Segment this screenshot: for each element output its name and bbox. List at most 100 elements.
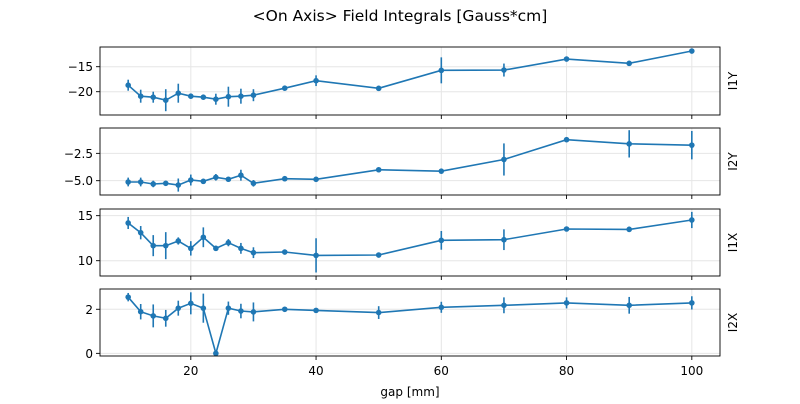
data-point — [213, 350, 219, 357]
data-point — [238, 93, 244, 99]
data-point — [213, 96, 219, 102]
data-point — [689, 217, 695, 223]
panel-ylabel: I2Y — [726, 152, 740, 171]
data-point — [501, 302, 507, 309]
series-line — [127, 219, 692, 257]
data-point — [375, 166, 382, 173]
data-point — [438, 67, 445, 74]
x-axis-label: gap [mm] — [380, 385, 439, 399]
data-point — [200, 94, 207, 100]
axes-frame — [99, 208, 721, 277]
data-point — [238, 245, 244, 252]
subplot-i1x: 15 10 I1X — [78, 208, 740, 280]
data-point — [125, 82, 131, 88]
data-point — [626, 226, 632, 233]
data-point — [162, 180, 169, 187]
data-point — [238, 308, 244, 314]
data-point — [375, 309, 382, 316]
data-point — [313, 77, 319, 84]
data-point — [137, 308, 144, 315]
y-tick-label: 10 — [78, 254, 93, 268]
data-point — [250, 309, 257, 315]
y-tick-label: −5.0 — [64, 174, 93, 188]
data-point — [313, 176, 319, 183]
data-point — [200, 234, 207, 241]
series-line — [127, 296, 692, 357]
data-point — [238, 172, 244, 179]
data-point — [563, 136, 570, 143]
x-tick-label: 20 — [183, 364, 198, 378]
y-tick-label: −15 — [68, 60, 93, 74]
data-point — [125, 294, 131, 300]
y-tick-label: −20 — [68, 85, 93, 99]
data-point — [626, 302, 632, 309]
data-point — [501, 236, 507, 243]
panel-ylabel: I2X — [726, 313, 740, 332]
data-point — [281, 249, 288, 255]
axes-frame — [99, 288, 721, 357]
x-tick-label: 40 — [308, 364, 323, 378]
data-point — [150, 181, 157, 187]
y-tick-label: −2.5 — [64, 147, 93, 161]
data-point — [689, 142, 695, 148]
data-point — [563, 226, 570, 232]
data-point — [689, 48, 695, 54]
data-point — [188, 245, 194, 252]
panel-ylabel: I1Y — [726, 71, 740, 90]
y-tick-label: 2 — [85, 303, 93, 317]
data-point — [225, 305, 232, 311]
data-point — [175, 305, 182, 311]
data-point — [188, 300, 194, 307]
data-point — [150, 313, 157, 319]
data-point — [626, 60, 632, 67]
data-point — [626, 141, 632, 147]
subplot-i2y: −2.5 −5.0 I2Y — [64, 127, 740, 199]
data-point — [150, 94, 157, 100]
data-point — [188, 177, 194, 183]
data-point — [225, 239, 232, 246]
data-point — [162, 97, 169, 103]
data-point — [213, 174, 219, 181]
data-point — [225, 93, 232, 100]
data-point — [225, 176, 232, 183]
x-tick-label: 100 — [680, 364, 703, 378]
data-point — [175, 90, 182, 96]
subplot-i1y: −15 −20 I1Y — [68, 46, 740, 119]
data-point — [250, 92, 257, 98]
data-point — [313, 252, 319, 259]
data-point — [281, 306, 288, 313]
data-point — [438, 237, 445, 244]
data-point — [137, 229, 144, 236]
x-tick-label: 80 — [559, 364, 574, 378]
data-point — [281, 175, 288, 182]
data-point — [250, 180, 257, 187]
data-point — [137, 179, 144, 185]
data-point — [563, 300, 570, 306]
data-point — [375, 85, 382, 92]
data-point — [150, 242, 157, 249]
y-tick-label: 15 — [78, 209, 93, 223]
data-point — [175, 238, 182, 244]
data-point — [188, 93, 194, 99]
data-point — [438, 168, 445, 174]
data-point — [281, 85, 288, 91]
data-point — [200, 305, 207, 311]
data-point — [175, 182, 182, 188]
data-point — [162, 315, 169, 322]
data-point — [501, 67, 507, 73]
data-point — [125, 179, 131, 185]
data-point — [563, 56, 570, 62]
data-point — [162, 242, 169, 249]
axes-frame — [99, 46, 721, 116]
data-point — [375, 252, 382, 258]
data-point — [213, 245, 219, 252]
series-line — [127, 50, 692, 102]
series-line — [128, 138, 692, 186]
chart-title: <On Axis> Field Integrals [Gauss*cm] — [253, 7, 548, 25]
data-point — [313, 307, 319, 314]
axes-frame — [99, 127, 721, 196]
data-point — [501, 156, 507, 163]
